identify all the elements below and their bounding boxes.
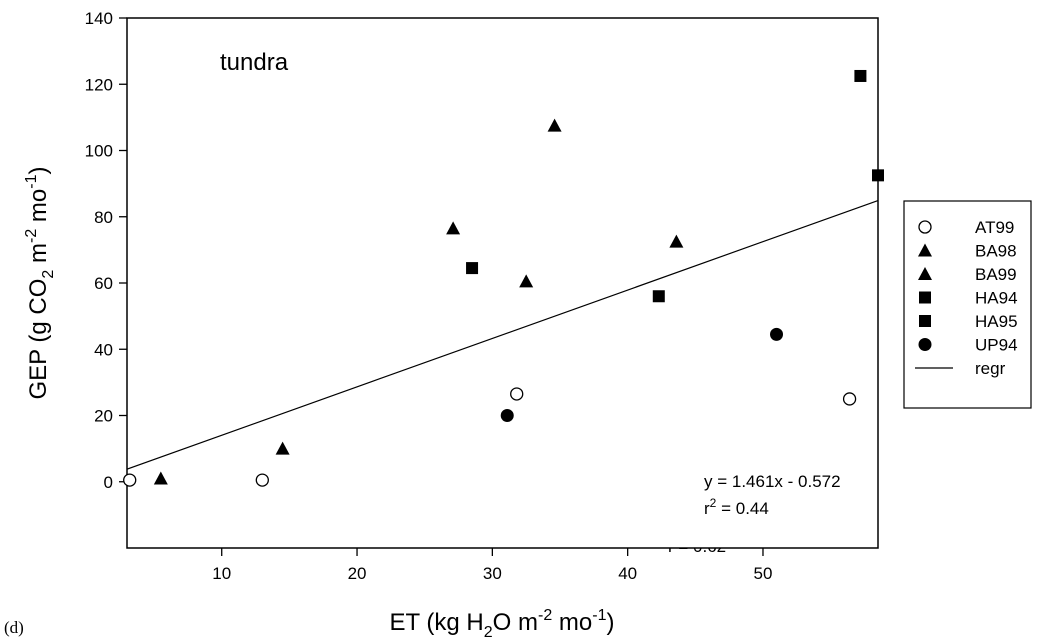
panel-label: (d) — [4, 618, 24, 637]
x-tick-label: 30 — [483, 564, 502, 583]
data-marks — [123, 69, 884, 487]
legend-swatch-up94 — [918, 338, 932, 351]
point-at99 — [255, 473, 269, 487]
plot-area — [126, 17, 879, 549]
regression-equation: y = 1.461x - 0.572 — [704, 472, 841, 491]
point-ha94 — [466, 262, 479, 275]
x-axis-title: ET (kg H2O m-2 mo-1) — [390, 607, 615, 641]
y-tick-label: 120 — [85, 75, 113, 94]
y-tick-label: 140 — [85, 9, 113, 28]
legend-swatch-ba99 — [918, 267, 932, 280]
legend-label-ba99: BA99 — [975, 265, 1017, 284]
point-up94 — [500, 409, 514, 422]
point-ba98 — [153, 471, 168, 485]
point-at99 — [123, 473, 137, 487]
point-ha95 — [854, 69, 867, 82]
x-tick-label: 40 — [618, 564, 637, 583]
y-tick-label: 100 — [85, 142, 113, 161]
point-up94 — [770, 327, 784, 341]
x-tick-label: 50 — [754, 564, 773, 583]
point-at99 — [842, 392, 857, 406]
legend-label-ha94: HA94 — [975, 289, 1018, 308]
legend-label-up94: UP94 — [975, 336, 1018, 355]
point-ba99 — [547, 118, 562, 132]
x-tick-label: 10 — [212, 564, 231, 583]
legend: AT99 BA98 BA99 HA94 HA95 UP94 regr — [915, 218, 1018, 378]
point-ba98 — [446, 221, 461, 235]
r-value-label: r = 0.62 — [668, 537, 726, 556]
point-ba98 — [275, 441, 290, 455]
point-ba99 — [519, 274, 534, 288]
legend-label-regr: regr — [975, 359, 1006, 378]
point-ba99 — [669, 234, 684, 248]
legend-label-at99: AT99 — [975, 218, 1014, 237]
chart-title: tundra — [220, 49, 289, 76]
y-tick-label: 0 — [104, 473, 113, 492]
point-at99 — [510, 387, 524, 401]
legend-swatch-ha95 — [919, 315, 931, 327]
x-tick-label: 20 — [348, 564, 367, 583]
legend-swatch-ha94 — [919, 291, 931, 304]
y-tick-label: 40 — [94, 340, 113, 359]
y-axis-title: GEP (g CO2 m-2 mo-1) — [23, 167, 57, 400]
point-ha95 — [872, 169, 884, 182]
y-axis-ticks: 0 20 40 60 80 100 120 140 — [85, 9, 127, 492]
legend-label-ha95: HA95 — [975, 312, 1018, 331]
point-ha94 — [652, 290, 665, 303]
regression-line — [126, 199, 879, 470]
legend-swatch-ba98 — [918, 243, 932, 257]
y-tick-label: 20 — [94, 407, 113, 426]
x-axis-ticks: 10 20 30 40 50 — [212, 548, 772, 583]
legend-label-ba98: BA98 — [975, 242, 1017, 261]
legend-swatch-at99 — [918, 220, 932, 234]
y-tick-label: 60 — [94, 274, 113, 293]
legend-box — [903, 200, 1032, 409]
y-tick-label: 80 — [94, 208, 113, 227]
r-squared-label: r2 = 0.44 — [704, 496, 769, 518]
